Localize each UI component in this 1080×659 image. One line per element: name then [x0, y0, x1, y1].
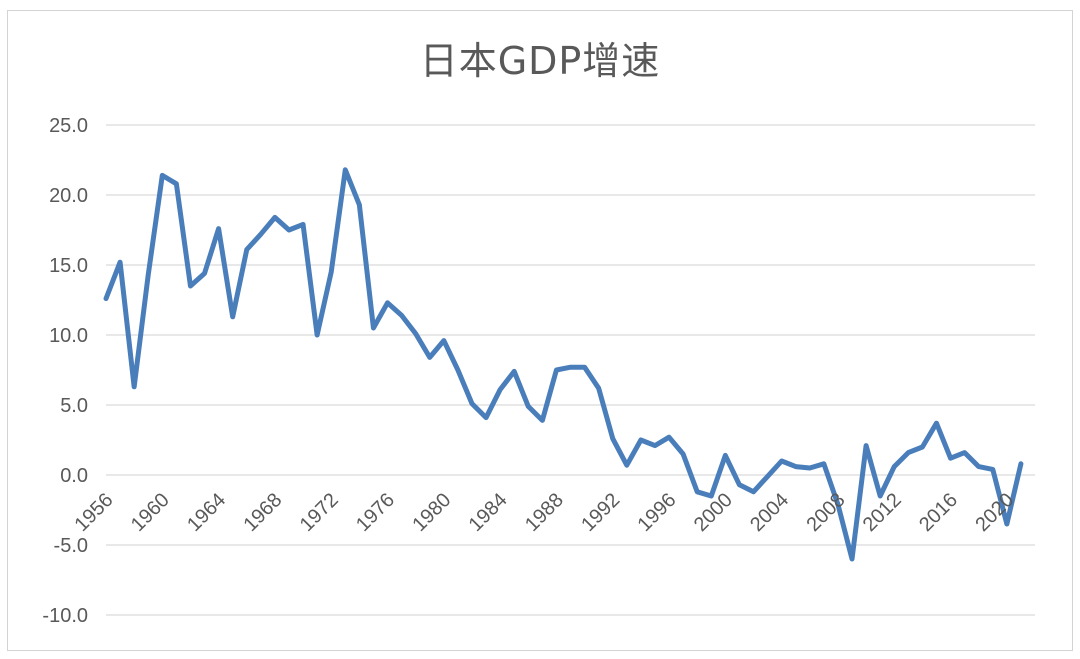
- data-point-2020: [1004, 522, 1009, 526]
- data-point-1996: [667, 435, 672, 440]
- data-point-1989: [568, 365, 573, 370]
- data-point-2014: [920, 445, 925, 449]
- y-tick-label: -10.0: [42, 605, 88, 627]
- y-tick-label: 25.0: [49, 115, 88, 137]
- data-point-2008: [835, 502, 840, 507]
- data-point-1988: [554, 368, 559, 372]
- x-tick-label: 1980: [408, 489, 455, 536]
- y-tick-label: 0.0: [60, 465, 88, 487]
- data-point-1966: [244, 247, 249, 252]
- x-tick-label: 2000: [690, 489, 737, 536]
- y-tick-label: -5.0: [54, 535, 88, 557]
- data-point-2002: [751, 489, 756, 494]
- data-point-1986: [526, 404, 531, 409]
- y-tick-label: 20.0: [49, 185, 88, 207]
- data-point-1980: [441, 338, 446, 343]
- data-point-1992: [610, 436, 615, 441]
- x-tick-label: 1968: [239, 489, 286, 536]
- data-point-1987: [540, 418, 545, 423]
- data-point-1979: [427, 355, 432, 360]
- data-point-1994: [638, 438, 643, 442]
- data-point-1975: [371, 326, 376, 330]
- data-point-1956: [104, 296, 108, 301]
- data-point-1962: [188, 284, 193, 288]
- data-point-1990: [582, 365, 587, 370]
- data-point-1983: [484, 415, 489, 420]
- data-point-2012: [892, 464, 897, 469]
- data-point-2017: [962, 450, 967, 455]
- y-tick-label: 5.0: [60, 395, 88, 417]
- series-line-group: [103, 167, 1024, 562]
- data-point-1982: [469, 401, 474, 406]
- x-tick-label: 1960: [127, 489, 174, 536]
- y-axis-tick-labels: 25.0 20.0 15.0 10.0 5.0 0.0 -5.0 -10.0: [42, 115, 88, 627]
- data-point-2018: [976, 464, 981, 469]
- data-point-1985: [512, 369, 517, 374]
- series-line: [103, 167, 1024, 562]
- data-point-1999: [709, 494, 714, 498]
- x-tick-label: 1984: [465, 489, 512, 536]
- data-point-2011: [878, 494, 883, 498]
- gridlines: [106, 124, 1035, 616]
- y-tick-label: 10.0: [49, 325, 88, 347]
- data-point-1991: [596, 386, 601, 391]
- x-axis-tick-labels: 1956 1960 1964 1968 1972 1976 1980 1984 1988 1992…: [71, 489, 1019, 536]
- data-point-2019: [990, 467, 995, 472]
- x-tick-label: 1996: [634, 489, 681, 536]
- data-point-2006: [807, 466, 812, 470]
- chart-title: 日本GDP增速: [419, 39, 661, 83]
- data-point-1974: [357, 202, 362, 207]
- data-point-1977: [399, 313, 404, 318]
- data-point-1960: [160, 173, 165, 178]
- data-point-1981: [455, 368, 460, 372]
- x-tick-label: 2016: [915, 489, 962, 536]
- data-point-2007: [821, 461, 826, 466]
- data-point-1968: [272, 215, 277, 220]
- x-tick-label: 1972: [296, 489, 343, 536]
- data-point-1958: [132, 384, 137, 389]
- chart-frame: [7, 10, 1073, 651]
- data-point-1965: [230, 314, 235, 319]
- data-point-2013: [906, 450, 911, 455]
- data-point-1957: [118, 260, 123, 265]
- x-tick-label: 1992: [577, 489, 624, 536]
- x-tick-label: 1988: [521, 489, 568, 536]
- data-point-1970: [301, 222, 306, 227]
- data-point-1995: [652, 443, 657, 448]
- data-point-1976: [385, 300, 390, 305]
- data-point-1959: [146, 272, 151, 277]
- data-point-2003: [765, 474, 770, 479]
- y-tick-label: 15.0: [49, 255, 88, 277]
- data-point-2004: [779, 459, 784, 463]
- x-tick-label: 1956: [71, 489, 118, 536]
- data-point-2021: [1018, 461, 1023, 466]
- data-point-2001: [737, 482, 742, 487]
- data-point-2010: [864, 443, 869, 448]
- data-point-2015: [934, 421, 939, 426]
- data-point-2005: [793, 464, 798, 469]
- x-tick-label: 2012: [859, 489, 906, 536]
- data-point-1967: [258, 232, 263, 237]
- data-point-1997: [681, 452, 686, 456]
- data-point-1971: [315, 333, 320, 337]
- data-point-1978: [413, 331, 418, 336]
- x-tick-label: 2004: [746, 489, 793, 536]
- data-point-1973: [343, 167, 348, 172]
- data-point-1993: [624, 463, 629, 468]
- data-point-2016: [948, 456, 953, 461]
- data-point-1964: [216, 226, 221, 231]
- x-tick-label: 1964: [183, 489, 230, 536]
- data-point-1969: [286, 228, 291, 232]
- data-point-2009: [850, 557, 855, 561]
- data-point-1963: [202, 271, 207, 276]
- data-point-1984: [498, 387, 503, 392]
- data-point-1972: [329, 270, 334, 274]
- data-point-1998: [695, 489, 700, 494]
- x-tick-label: 1976: [352, 489, 399, 536]
- data-point-1961: [174, 181, 179, 186]
- data-point-2000: [723, 453, 728, 458]
